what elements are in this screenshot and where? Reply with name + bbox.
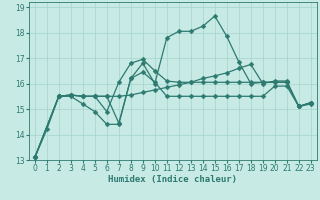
X-axis label: Humidex (Indice chaleur): Humidex (Indice chaleur) [108, 175, 237, 184]
